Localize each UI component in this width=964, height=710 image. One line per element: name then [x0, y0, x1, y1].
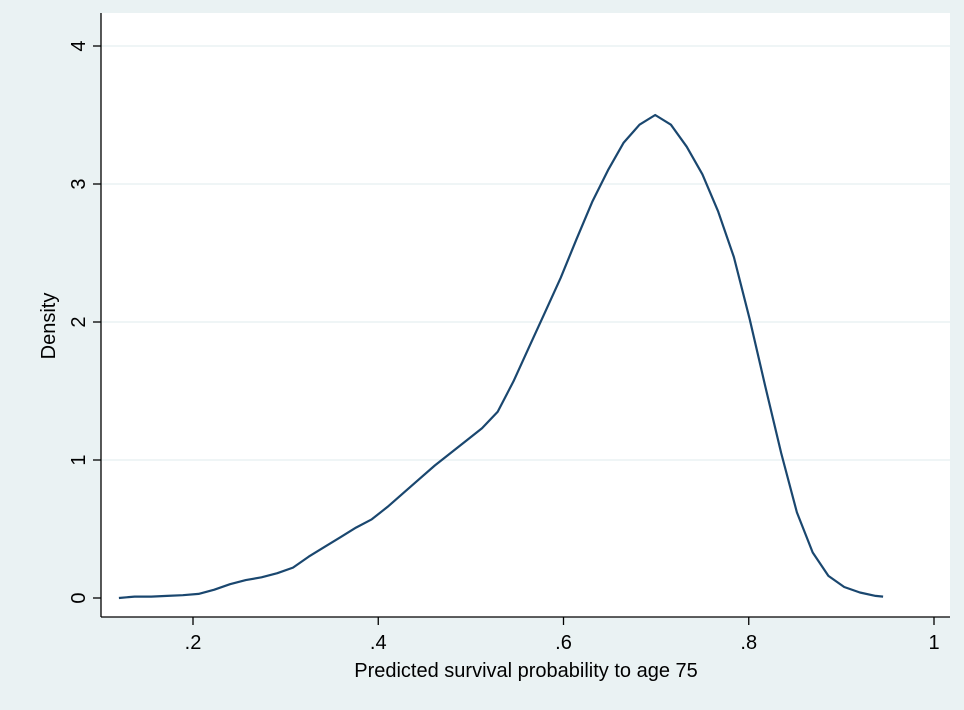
x-tick-label: .8 [740, 632, 757, 654]
y-tick-label: 2 [68, 316, 90, 327]
y-tick-label: 0 [68, 592, 90, 603]
y-tick-label: 3 [68, 178, 90, 189]
grid-lines [101, 45, 950, 461]
x-tick-label: .2 [185, 632, 202, 654]
y-axis-label: Density [38, 293, 60, 360]
axis-ticks: 0 1 2 3 4 .2 .4 .6 .8 1 [68, 40, 940, 654]
x-axis-label: Predicted survival probability to age 75 [354, 660, 698, 682]
y-tick-label: 4 [68, 40, 90, 51]
x-tick-label: .4 [370, 632, 387, 654]
x-tick-label: .6 [555, 632, 572, 654]
density-line [118, 113, 884, 600]
x-tick-label: 1 [928, 632, 939, 654]
series-layer [118, 113, 884, 600]
y-tick-label: 1 [68, 454, 90, 465]
plot-area [101, 13, 950, 617]
